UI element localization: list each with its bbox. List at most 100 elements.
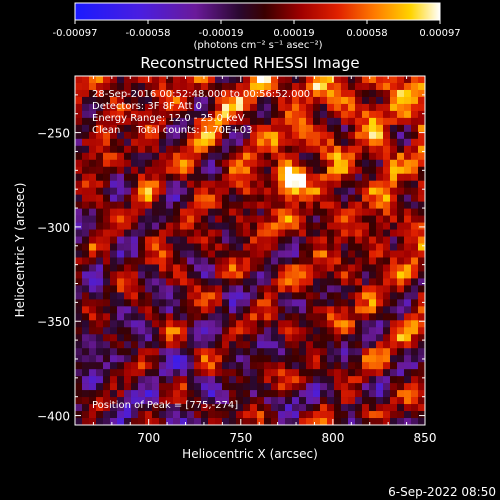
heatmap-cell [348, 313, 356, 321]
heatmap-cell [285, 348, 293, 356]
heatmap-cell [334, 110, 342, 119]
heatmap-cell [390, 285, 398, 293]
heatmap-cell [348, 278, 356, 286]
heatmap-cell [131, 229, 139, 237]
heatmap-cell [166, 103, 174, 112]
heatmap-cell [411, 397, 419, 405]
heatmap-cell [243, 334, 251, 342]
heatmap-cell [89, 362, 97, 370]
heatmap-cell [124, 320, 132, 328]
heatmap-cell [138, 404, 146, 412]
heatmap-cell [236, 138, 244, 147]
heatmap-cell [411, 404, 419, 412]
heatmap-cell [285, 145, 293, 154]
heatmap-cell [194, 348, 202, 356]
heatmap-cell [173, 362, 181, 370]
heatmap-cell [334, 124, 342, 133]
heatmap-cell [313, 292, 321, 300]
heatmap-cell [166, 411, 174, 419]
heatmap-cell [222, 348, 230, 356]
heatmap-cell [243, 117, 251, 126]
heatmap-cell [229, 82, 237, 91]
heatmap-cell [82, 180, 90, 188]
heatmap-cell [250, 397, 258, 405]
heatmap-cell [194, 313, 202, 321]
heatmap-cell [215, 369, 223, 377]
heatmap-cell [159, 201, 167, 209]
heatmap-cell [236, 404, 244, 412]
heatmap-cell [173, 82, 181, 91]
heatmap-cell [404, 222, 412, 230]
heatmap-cell [138, 138, 146, 147]
heatmap-cell [334, 229, 342, 237]
heatmap-cell [159, 292, 167, 300]
heatmap-cell [320, 229, 328, 237]
heatmap-cell [264, 222, 272, 230]
heatmap-cell [124, 173, 132, 181]
heatmap-cell [229, 138, 237, 147]
heatmap-cell [411, 215, 419, 223]
heatmap-cell [243, 257, 251, 265]
heatmap-cell [411, 250, 419, 258]
heatmap-cell [159, 82, 167, 91]
heatmap-cell [271, 404, 279, 412]
heatmap-cell [313, 96, 321, 105]
heatmap-cell [89, 187, 97, 195]
heatmap-cell [285, 152, 293, 161]
heatmap-cell [418, 397, 425, 405]
heatmap-cell [166, 418, 174, 425]
heatmap-cell [334, 299, 342, 307]
heatmap-cell [306, 187, 314, 195]
heatmap-cell [159, 96, 167, 105]
heatmap-cell [334, 201, 342, 209]
heatmap-cell [383, 145, 391, 154]
heatmap-cell [229, 320, 237, 328]
heatmap-cell [187, 208, 195, 216]
heatmap-cell [103, 131, 111, 140]
heatmap-cell [222, 334, 230, 342]
heatmap-cell [89, 180, 97, 188]
heatmap-cell [292, 334, 300, 342]
heatmap-cell [187, 264, 195, 272]
heatmap-cell [131, 208, 139, 216]
heatmap-cell [243, 145, 251, 154]
heatmap-cell [285, 222, 293, 230]
heatmap-cell [201, 285, 209, 293]
heatmap-cell [75, 376, 83, 384]
heatmap-cell [404, 348, 412, 356]
heatmap-cell [257, 201, 265, 209]
heatmap-cell [250, 292, 258, 300]
heatmap-cell [180, 76, 188, 84]
heatmap-cell [117, 327, 125, 335]
heatmap-cell [369, 201, 377, 209]
heatmap-cell [201, 215, 209, 223]
heatmap-cell [131, 418, 139, 425]
heatmap-cell [362, 82, 370, 91]
heatmap-cell [215, 362, 223, 370]
heatmap-cell [110, 306, 118, 314]
heatmap-cell [390, 278, 398, 286]
heatmap-cell [334, 397, 342, 405]
heatmap-cell [306, 76, 314, 84]
heatmap-cell [75, 180, 83, 188]
heatmap-cell [208, 369, 216, 377]
heatmap-cell [82, 271, 90, 279]
heatmap-cell [103, 76, 111, 84]
heatmap-cell [89, 103, 97, 112]
heatmap-cell [320, 103, 328, 112]
heatmap-cell [411, 159, 419, 168]
heatmap-cell [355, 341, 363, 349]
heatmap-cell [348, 243, 356, 251]
heatmap-cell [348, 173, 356, 181]
heatmap-cell [341, 96, 349, 105]
heatmap-cell [82, 404, 90, 412]
heatmap-cell [369, 110, 377, 119]
heatmap-cell [117, 313, 125, 321]
heatmap-cell [145, 264, 153, 272]
heatmap-cell [89, 376, 97, 384]
heatmap-cell [383, 152, 391, 161]
heatmap-cell [306, 264, 314, 272]
heatmap-cell [138, 341, 146, 349]
heatmap-cell [152, 201, 160, 209]
heatmap-cell [285, 334, 293, 342]
